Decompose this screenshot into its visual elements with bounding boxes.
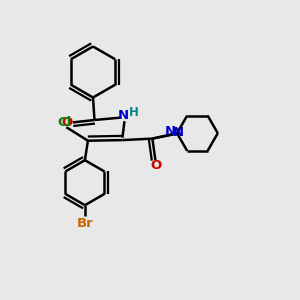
Text: H: H bbox=[129, 106, 138, 119]
Text: O: O bbox=[150, 159, 162, 172]
Text: O: O bbox=[62, 116, 73, 129]
Text: Br: Br bbox=[76, 217, 93, 230]
Text: Cl: Cl bbox=[58, 116, 72, 129]
Text: N: N bbox=[165, 125, 176, 138]
Text: N: N bbox=[118, 109, 129, 122]
Text: N: N bbox=[172, 126, 184, 139]
